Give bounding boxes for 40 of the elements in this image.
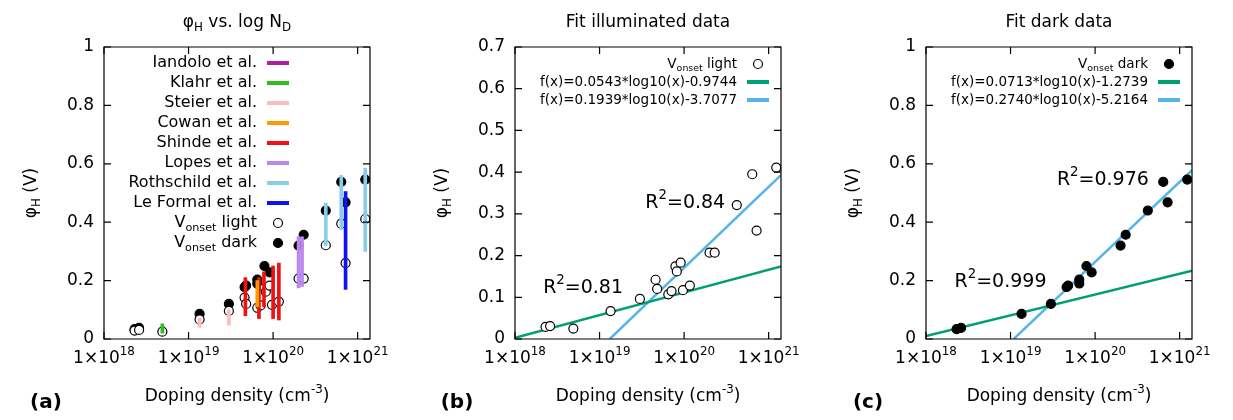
- y-tick-label: 0.1: [477, 285, 506, 306]
- legend-label: f(x)=0.0543*log10(x)-0.9744: [540, 72, 738, 89]
- text: (b): [440, 389, 474, 414]
- y-tick-label: 0.8: [66, 93, 95, 114]
- y-axis-title: φH (V): [20, 167, 44, 219]
- chart-title: Fit illuminated data: [565, 11, 731, 32]
- legend-label: Iandolo et al.: [152, 52, 257, 72]
- y-tick-label: 0.3: [477, 202, 506, 223]
- y-tick-label: 1: [905, 35, 917, 56]
- y-axis-title: φH (V): [431, 167, 455, 219]
- text: (c): [852, 389, 884, 414]
- y-tick-label: 0.2: [888, 269, 917, 290]
- y-tick-label: 0.2: [66, 269, 95, 290]
- y-tick-label: 0.4: [888, 210, 917, 231]
- y-tick-label: 0.6: [66, 152, 95, 173]
- legend-label: Shinde et al.: [156, 132, 258, 152]
- text: (a): [30, 389, 62, 414]
- legend-label: f(x)=0.0713*log10(x)-1.2739: [951, 72, 1149, 89]
- legend-label: Klahr et al.: [169, 72, 258, 92]
- y-tick-label: 1: [83, 35, 95, 56]
- y-tick-label: 0.7: [477, 35, 506, 56]
- y-tick-label: 0.6: [477, 77, 506, 98]
- y-tick-label: 0.4: [66, 210, 95, 231]
- legend-label: f(x)=0.2740*log10(x)-5.2164: [951, 90, 1149, 107]
- y-tick-label: 0: [83, 327, 95, 348]
- y-tick-label: 0: [494, 327, 506, 348]
- legend-label: Lopes et al.: [164, 152, 258, 172]
- y-tick-label: 0.6: [888, 152, 917, 173]
- legend-label: Rothschild et al.: [128, 172, 257, 192]
- legend-label: Steier et al.: [164, 92, 257, 112]
- y-tick-label: 0: [905, 327, 917, 348]
- legend-label: Cowan et al.: [157, 112, 258, 132]
- y-axis-title: φH (V): [842, 167, 866, 219]
- legend-label: f(x)=0.1939*log10(x)-3.7077: [540, 90, 738, 107]
- y-tick-label: 0.2: [477, 243, 506, 264]
- y-tick-label: 0.5: [477, 118, 506, 139]
- chart-title: Fit dark data: [1005, 11, 1113, 32]
- y-tick-label: 0.4: [477, 160, 506, 181]
- legend-label: Le Formal et al.: [133, 192, 258, 212]
- y-tick-label: 0.8: [888, 93, 917, 114]
